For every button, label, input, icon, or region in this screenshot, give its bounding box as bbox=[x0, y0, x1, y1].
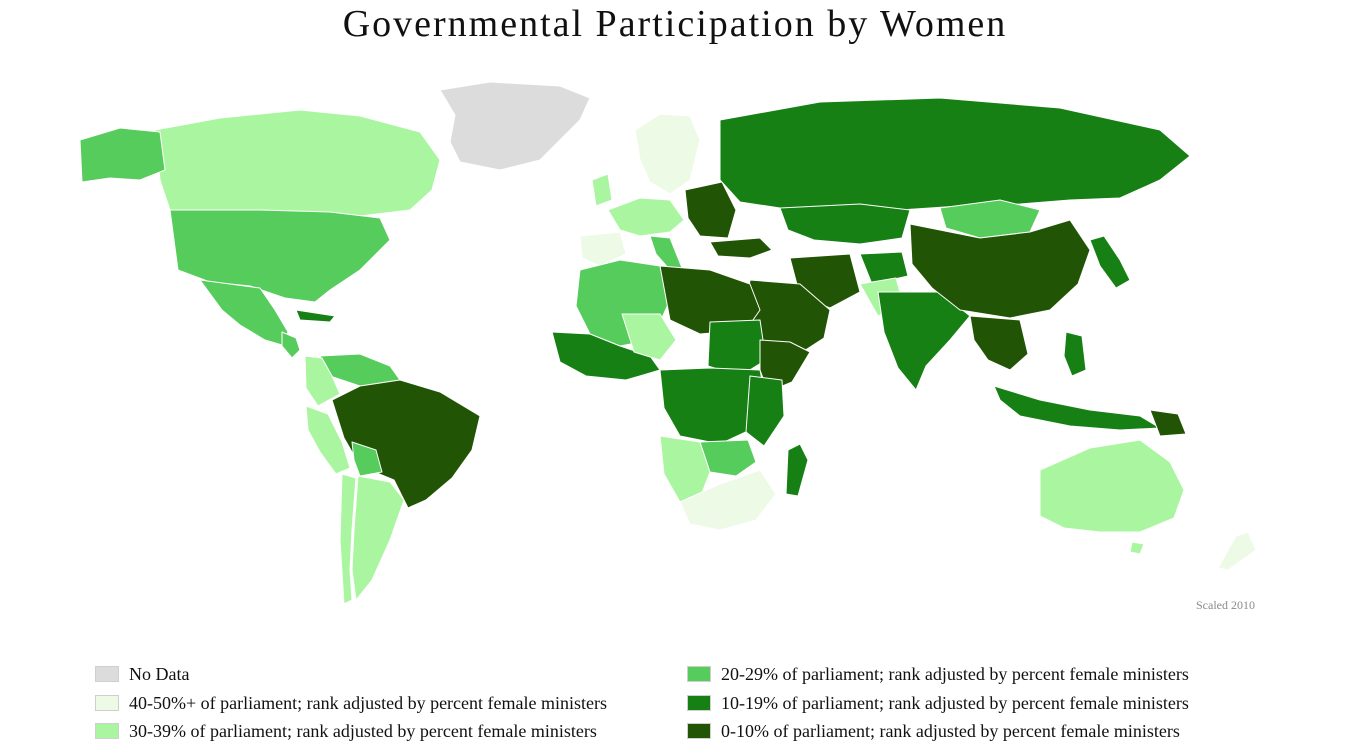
region-scandinavia bbox=[634, 113, 701, 195]
region-indonesia bbox=[993, 385, 1161, 431]
legend-swatch-10-19 bbox=[687, 695, 711, 711]
region-greenland bbox=[439, 81, 591, 171]
legend-label-20-29: 20-29% of parliament; rank adjusted by p… bbox=[721, 663, 1189, 684]
legend-40-50: 40-50%+ of parliament; rank adjusted by … bbox=[95, 692, 607, 714]
region-philippines bbox=[1063, 331, 1087, 377]
region-eastern-europe bbox=[684, 181, 737, 239]
legend-0-10: 0-10% of parliament; rank adjusted by pe… bbox=[687, 720, 1180, 742]
region-argentina bbox=[351, 475, 405, 601]
legend-10-19: 10-19% of parliament; rank adjusted by p… bbox=[687, 692, 1189, 714]
region-kazakhstan bbox=[779, 203, 911, 245]
region-colombia bbox=[304, 355, 341, 407]
region-china bbox=[909, 219, 1091, 319]
region-central-america bbox=[281, 331, 301, 359]
region-australia bbox=[1039, 439, 1185, 533]
legend-20-29: 20-29% of parliament; rank adjusted by p… bbox=[687, 663, 1189, 685]
legend-30-39: 30-39% of parliament; rank adjusted by p… bbox=[95, 720, 597, 742]
region-turkey bbox=[709, 237, 773, 259]
region-alaska bbox=[79, 127, 166, 183]
region-sudan bbox=[707, 319, 767, 377]
region-indochina bbox=[969, 315, 1029, 371]
region-south-africa bbox=[679, 469, 777, 531]
region-iberia bbox=[579, 231, 627, 267]
region-new-zealand bbox=[1217, 531, 1257, 571]
legend-swatch-30-39 bbox=[95, 723, 119, 739]
scale-note: Scaled 2010 bbox=[1196, 598, 1255, 612]
region-peru bbox=[305, 405, 351, 475]
region-east-africa bbox=[745, 375, 785, 447]
legend-swatch-0-10 bbox=[687, 723, 711, 739]
legend-label-40-50: 40-50%+ of parliament; rank adjusted by … bbox=[129, 692, 607, 713]
map-title: Governmental Participation by Women bbox=[342, 3, 1008, 45]
legend-swatch-40-50 bbox=[95, 695, 119, 711]
region-russia bbox=[719, 97, 1191, 215]
region-madagascar bbox=[785, 443, 809, 497]
region-chile bbox=[339, 473, 357, 605]
region-bolivia bbox=[351, 441, 383, 477]
region-usa bbox=[169, 209, 391, 303]
region-canada bbox=[154, 109, 441, 217]
region-cuba bbox=[295, 309, 336, 323]
legend-label-30-39: 30-39% of parliament; rank adjusted by p… bbox=[129, 720, 597, 741]
world-map bbox=[79, 81, 1257, 605]
legend-label-no-data: No Data bbox=[129, 663, 190, 684]
region-zambia-zimbabwe bbox=[699, 439, 757, 477]
legend-swatch-20-29 bbox=[687, 666, 711, 682]
region-korea-japan bbox=[1089, 235, 1131, 289]
region-papua-new-guinea bbox=[1149, 409, 1187, 437]
region-afghanistan bbox=[859, 251, 909, 285]
region-nigeria-sahel bbox=[621, 313, 677, 361]
legend-swatch-no-data bbox=[95, 666, 119, 682]
legend-label-0-10: 0-10% of parliament; rank adjusted by pe… bbox=[721, 720, 1180, 741]
legend-no-data: No Data bbox=[95, 663, 189, 685]
region-uk bbox=[591, 173, 613, 207]
region-tasmania bbox=[1129, 541, 1145, 555]
region-western-europe bbox=[607, 197, 685, 237]
legend-label-10-19: 10-19% of parliament; rank adjusted by p… bbox=[721, 692, 1189, 713]
